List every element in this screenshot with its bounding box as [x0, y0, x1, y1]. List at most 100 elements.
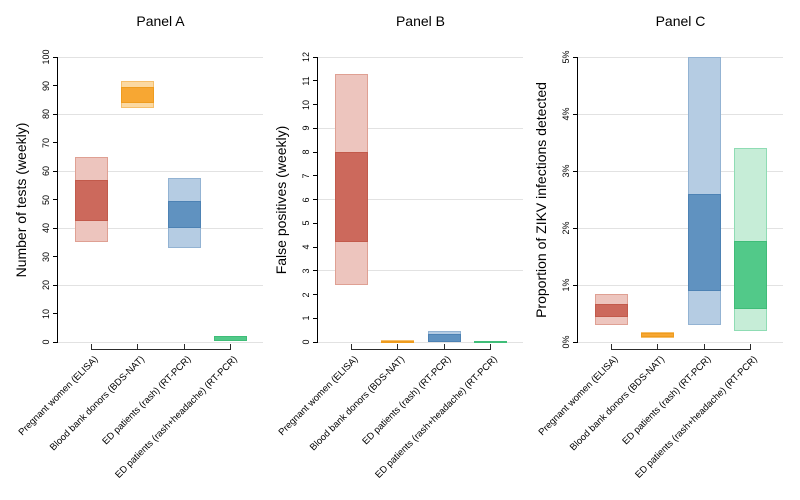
x-category-label: Pregnant women (ELISA)	[276, 354, 361, 438]
x-axis-tick	[91, 344, 92, 349]
y-tick-label: 3	[301, 268, 311, 274]
range-bar-inner	[213, 336, 247, 341]
x-category-label: Blood bank donors (BDS-NAT)	[47, 354, 147, 454]
range-bar-inner	[640, 332, 674, 338]
y-tick-label: 50	[41, 194, 51, 205]
x-axis-tick	[230, 344, 231, 349]
y-tick	[573, 341, 577, 343]
y-tick-label: 10	[301, 99, 311, 110]
plot-area: 0% 1% 2% 3% 4% 5% Pregnant women (ELISA) Blood …	[537, 50, 783, 481]
y-tick-label: 4%	[561, 107, 571, 121]
gridline	[58, 227, 263, 229]
panel-title: Panel C	[655, 13, 706, 29]
x-axis-tick	[750, 344, 751, 349]
gridline	[58, 341, 263, 343]
y-tick-label: 2%	[561, 221, 571, 235]
x-axis-tick	[397, 344, 398, 349]
y-tick	[573, 227, 577, 229]
gridline	[578, 113, 783, 115]
y-tick-label: 70	[41, 137, 51, 148]
range-bar-inner	[167, 200, 201, 228]
y-tick	[53, 113, 57, 115]
range-bar-inner	[733, 240, 767, 309]
gridline	[58, 56, 263, 58]
y-tick	[573, 170, 577, 172]
x-axis-tick	[704, 344, 705, 349]
y-tick-label: 30	[41, 251, 51, 262]
y-tick-label: 11	[301, 76, 311, 86]
y-tick-label: 0	[301, 339, 311, 345]
y-tick	[313, 222, 317, 224]
x-axis-tick	[184, 344, 185, 349]
gridline	[578, 170, 783, 172]
y-tick-label: 5%	[561, 50, 571, 64]
y-tick	[313, 317, 317, 319]
range-bar-inner	[120, 86, 154, 103]
panel-title: Panel B	[395, 13, 446, 29]
gridline	[578, 227, 783, 229]
y-tick	[53, 199, 57, 200]
x-axis-tick	[611, 344, 612, 349]
gridline	[578, 284, 783, 286]
x-category-label: Blood bank donors (BDS-NAT)	[307, 354, 407, 454]
y-tick	[313, 199, 317, 200]
plot-area: 0 10 20 30 40 50 60 70 80 90 100 Pregnant women (EL…	[17, 49, 263, 481]
y-axis-line	[317, 57, 318, 343]
y-tick	[313, 270, 317, 272]
x-axis-tick	[351, 344, 352, 349]
y-axis-title: Proportion of ZIKV infections detected	[533, 81, 549, 318]
gridline	[318, 127, 523, 129]
x-category-label: Blood bank donors (BDS-NAT)	[567, 354, 667, 454]
y-tick	[53, 170, 57, 172]
x-axis-bracket	[351, 349, 491, 350]
y-axis-line	[57, 57, 58, 343]
gridline	[58, 113, 263, 115]
x-axis-bracket	[611, 349, 751, 350]
y-tick	[313, 104, 317, 105]
y-tick	[573, 284, 577, 286]
range-bar-inner	[473, 341, 507, 344]
x-axis-bracket	[91, 349, 231, 350]
y-tick	[313, 294, 317, 295]
y-tick-label: 100	[41, 49, 51, 65]
y-tick	[313, 151, 317, 153]
y-axis-title: False positives (weekly)	[273, 125, 289, 274]
y-tick-label: 1%	[561, 278, 571, 292]
y-tick-label: 6	[301, 196, 311, 203]
y-tick-label: 90	[41, 80, 51, 91]
y-tick	[573, 113, 577, 115]
y-tick-label: 60	[41, 165, 51, 177]
gridline	[318, 270, 523, 272]
y-tick-label: 80	[41, 108, 51, 120]
y-tick	[53, 341, 57, 343]
y-tick	[53, 256, 57, 257]
x-category-label: ED patients (rash) (RT-PCR)	[620, 354, 714, 448]
range-bar-inner	[427, 334, 461, 342]
range-bar-inner	[594, 304, 628, 318]
x-axis-tick	[137, 344, 138, 349]
y-tick	[53, 142, 57, 143]
range-bar-inner	[334, 152, 368, 243]
y-tick	[313, 127, 317, 129]
y-tick	[313, 246, 317, 248]
y-tick	[313, 80, 317, 82]
gridline	[318, 56, 523, 58]
y-tick-label: 0	[41, 339, 51, 345]
y-tick-label: 2	[301, 291, 311, 298]
x-axis-tick	[490, 344, 491, 349]
y-tick	[313, 56, 317, 58]
gridline	[58, 170, 263, 172]
y-tick-label: 0%	[561, 335, 571, 349]
panel-title: Panel A	[136, 13, 185, 29]
gridline	[318, 199, 523, 200]
y-tick-label: 9	[301, 125, 311, 131]
gridline	[58, 284, 263, 286]
gridline	[578, 341, 783, 343]
y-tick	[573, 56, 577, 58]
plot-area: 0 1 2 3 4 5 6 7 8 9 10 11 12 Pregnant women (ELISA) Bl…	[277, 52, 523, 481]
gridline	[578, 56, 783, 58]
y-tick	[53, 284, 57, 286]
x-category-label: Pregnant women (ELISA)	[16, 354, 101, 438]
y-tick	[313, 175, 317, 177]
y-tick-label: 3%	[561, 164, 571, 178]
